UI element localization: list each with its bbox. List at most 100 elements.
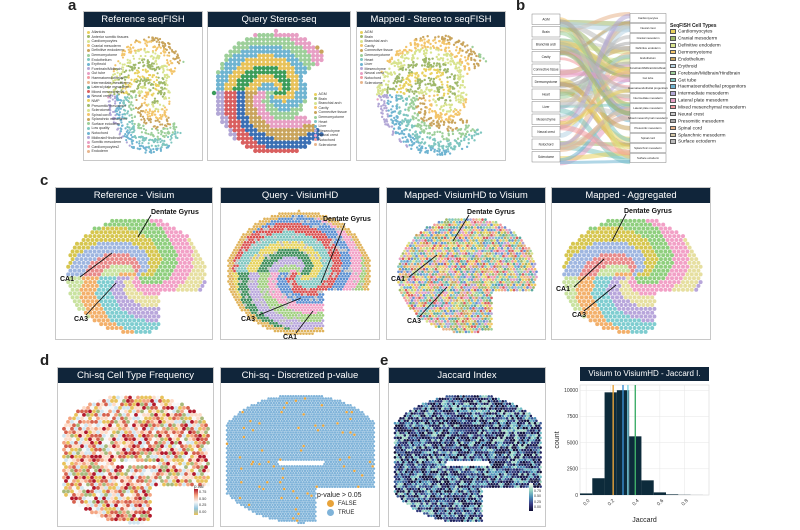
spot <box>458 86 462 89</box>
spot <box>400 122 404 125</box>
spot <box>72 245 77 250</box>
spot <box>284 285 287 289</box>
spot <box>315 214 319 218</box>
spot <box>470 58 473 62</box>
spot <box>138 253 143 258</box>
spot <box>240 86 246 92</box>
spot <box>245 238 248 242</box>
spot <box>434 113 438 116</box>
spot <box>157 108 160 111</box>
spot <box>152 86 155 90</box>
spot <box>147 283 152 288</box>
spot <box>158 218 163 223</box>
spot <box>291 214 295 218</box>
spot <box>240 261 244 265</box>
legend-item: Neural crest <box>314 133 347 138</box>
spot <box>266 217 269 221</box>
spot <box>284 254 287 257</box>
spot <box>318 214 322 218</box>
spot <box>145 287 150 292</box>
spot <box>414 72 417 75</box>
spot <box>261 298 265 302</box>
spot <box>264 220 268 223</box>
spot <box>220 82 225 87</box>
spot <box>348 267 352 270</box>
spot <box>99 237 104 242</box>
spot <box>258 261 262 265</box>
spot <box>253 45 258 50</box>
spot <box>321 256 325 260</box>
spot <box>109 91 113 94</box>
spot <box>141 310 145 315</box>
spot <box>277 111 283 116</box>
spot <box>176 264 181 269</box>
spot <box>386 86 390 89</box>
spot <box>404 80 408 84</box>
spot <box>145 303 150 308</box>
legend-swatch <box>87 99 90 103</box>
spot <box>136 272 141 277</box>
spot <box>252 251 256 255</box>
spot <box>302 212 305 215</box>
spot <box>248 295 251 299</box>
spot <box>174 276 178 281</box>
alluvial-right-box <box>629 53 667 63</box>
celltype-swatch <box>670 132 676 137</box>
spot <box>230 269 233 273</box>
spot <box>360 282 364 286</box>
spot <box>442 137 445 141</box>
spot <box>424 83 427 86</box>
alluvial-left-box <box>531 88 561 100</box>
spot <box>132 91 135 94</box>
spot <box>286 86 291 92</box>
spot <box>125 85 128 88</box>
spot <box>130 299 134 304</box>
spot <box>220 99 225 104</box>
alluvial-left-label: Dermomyotome <box>535 80 558 84</box>
spot <box>433 148 436 152</box>
spot <box>272 248 275 252</box>
spot <box>430 88 433 92</box>
spot <box>302 290 305 294</box>
spot <box>117 127 120 130</box>
spot <box>232 45 237 50</box>
spot <box>278 212 281 215</box>
spot <box>178 245 183 250</box>
spot <box>166 54 169 57</box>
spot <box>240 293 244 296</box>
spot <box>134 245 139 250</box>
spot <box>386 96 390 99</box>
spot <box>200 276 205 281</box>
spot <box>298 61 303 67</box>
spot <box>125 237 130 242</box>
spot <box>118 111 122 114</box>
spot <box>237 287 241 291</box>
spot <box>424 54 427 58</box>
spot <box>402 91 405 95</box>
spot <box>428 132 431 135</box>
spot <box>265 94 270 100</box>
spot <box>79 295 84 300</box>
spot <box>287 269 290 273</box>
spot <box>266 269 269 273</box>
spot <box>198 264 203 269</box>
spot <box>251 269 254 273</box>
spot <box>290 238 293 242</box>
legend-item: Endothelium <box>87 58 129 63</box>
spot <box>314 217 317 221</box>
spot <box>412 61 415 64</box>
spot <box>320 233 323 236</box>
spot <box>315 53 320 58</box>
spot <box>265 70 270 75</box>
spot <box>156 245 161 250</box>
spot <box>94 306 99 311</box>
spot <box>147 276 152 281</box>
spot <box>263 269 266 273</box>
spot <box>132 318 137 323</box>
spot <box>294 235 298 239</box>
spot <box>273 94 279 100</box>
spot <box>305 217 308 221</box>
spot <box>273 132 279 137</box>
spot <box>277 90 283 96</box>
spot <box>178 230 183 235</box>
